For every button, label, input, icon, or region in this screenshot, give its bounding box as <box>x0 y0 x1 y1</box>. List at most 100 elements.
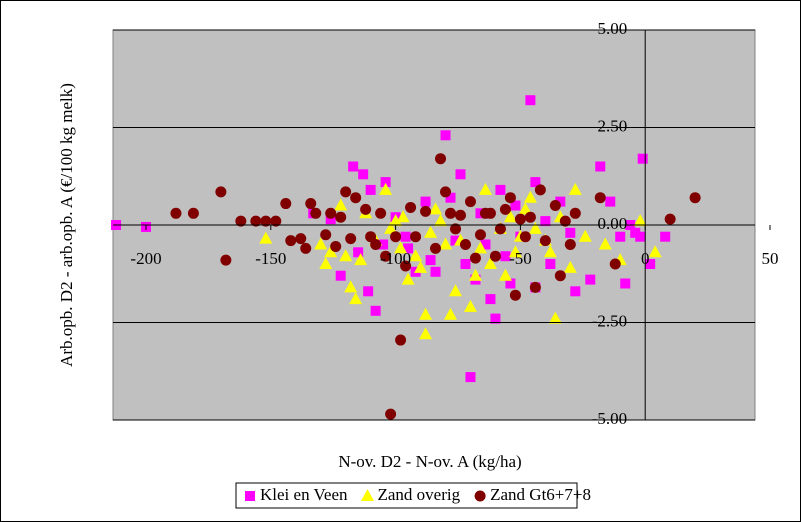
point <box>534 184 546 196</box>
point <box>473 241 487 254</box>
point <box>420 205 432 217</box>
point <box>494 223 506 235</box>
point <box>378 239 389 250</box>
x-tick-label: -200 <box>130 249 161 268</box>
point <box>354 253 368 266</box>
point <box>664 213 676 225</box>
point <box>305 198 317 210</box>
point <box>345 233 357 245</box>
point <box>689 192 701 204</box>
point <box>319 257 333 269</box>
point <box>384 221 398 234</box>
y-tick-label: -5.00 <box>592 409 627 428</box>
point <box>499 203 511 215</box>
point <box>400 260 412 272</box>
point <box>633 214 647 227</box>
point <box>539 235 551 247</box>
point <box>454 209 466 221</box>
point <box>459 239 471 250</box>
x-axis-title: N-ov. D2 - N-ov. A (kg/ha) <box>338 452 521 471</box>
point <box>314 237 328 250</box>
point <box>514 213 526 225</box>
point <box>440 186 452 198</box>
point <box>578 229 592 242</box>
point <box>348 161 359 172</box>
point <box>440 130 451 141</box>
point <box>605 196 616 207</box>
point <box>335 270 346 281</box>
point <box>530 177 541 188</box>
point <box>598 237 612 250</box>
point <box>455 169 466 180</box>
point <box>450 223 462 235</box>
point <box>585 274 596 285</box>
point <box>170 207 182 219</box>
point <box>300 242 312 254</box>
point <box>519 231 531 243</box>
x-tick-label: 50 <box>762 249 779 268</box>
point <box>430 266 441 277</box>
point <box>430 242 442 254</box>
point <box>285 235 297 247</box>
point <box>468 268 482 281</box>
point <box>595 161 606 172</box>
point <box>349 292 363 305</box>
point <box>410 231 422 243</box>
point <box>420 196 431 207</box>
point <box>380 250 392 262</box>
point <box>564 239 576 250</box>
point <box>260 215 272 227</box>
point <box>380 177 391 188</box>
x-tick-label: -150 <box>255 249 286 268</box>
point <box>563 260 577 273</box>
point <box>379 182 393 195</box>
point <box>568 182 582 195</box>
point <box>215 186 227 198</box>
point <box>645 259 656 269</box>
point <box>478 182 492 195</box>
point <box>370 305 381 316</box>
point <box>334 198 348 211</box>
point <box>509 289 521 301</box>
point <box>525 95 536 106</box>
y-tick-label: 5.00 <box>597 19 627 38</box>
point <box>445 207 457 219</box>
point <box>414 260 428 273</box>
point <box>365 231 377 243</box>
point <box>484 207 496 219</box>
point <box>419 327 433 340</box>
point <box>500 251 511 262</box>
y-axis-title: Arb.opb. D2 - arb.opb. A (€/100 kg melk) <box>57 83 76 367</box>
point <box>350 192 362 204</box>
point <box>485 294 496 305</box>
legend-marker <box>361 489 374 501</box>
point <box>259 231 273 244</box>
point <box>450 235 461 246</box>
point <box>358 169 369 180</box>
point <box>548 311 562 324</box>
point <box>220 254 232 266</box>
point <box>435 153 447 165</box>
point <box>543 245 557 258</box>
point <box>419 307 433 320</box>
point <box>280 198 292 210</box>
point <box>648 245 662 258</box>
point <box>469 252 481 264</box>
legend: Klei en Veen Zand overig Zand Gt6+7+8 <box>245 485 591 504</box>
legend-label: Zand overig <box>378 485 461 504</box>
point <box>474 229 486 241</box>
point <box>555 196 566 207</box>
point <box>508 245 522 258</box>
point <box>449 284 463 297</box>
point <box>609 258 621 270</box>
point <box>425 255 436 266</box>
point <box>545 259 556 269</box>
point <box>460 259 471 269</box>
point <box>518 202 532 215</box>
y-tick-label: -2.50 <box>592 311 627 330</box>
point <box>365 184 376 195</box>
point <box>559 215 571 227</box>
legend-marker <box>245 491 255 501</box>
point <box>489 250 501 262</box>
point <box>444 307 458 320</box>
